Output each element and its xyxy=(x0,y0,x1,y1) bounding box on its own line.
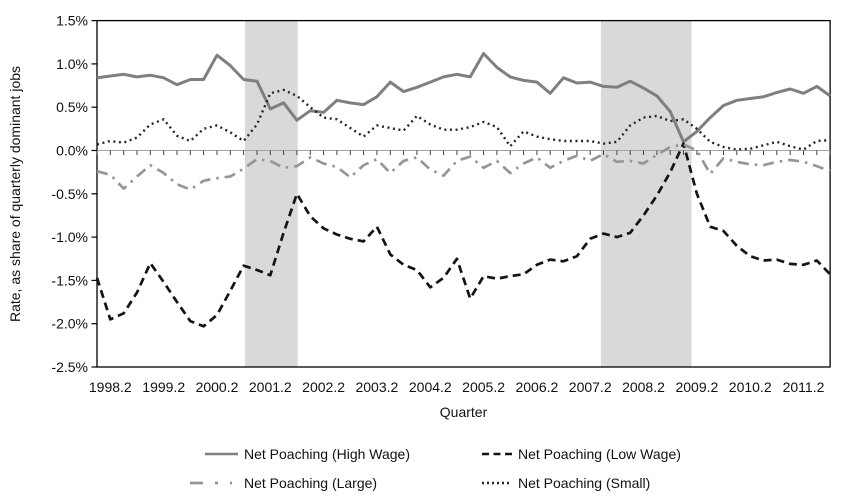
series-line-2 xyxy=(96,143,831,191)
y-tick-label: 1.5% xyxy=(56,13,88,29)
y-tick-label: 1.0% xyxy=(56,56,88,72)
legend-label-small: Net Poaching (Small) xyxy=(518,475,651,491)
plot-area: 1.5% 1.0% 0.5% 0.0% -0.5% -1.0% -1.5% -2.0% -2.5… xyxy=(51,13,832,395)
legend-label-large: Net Poaching (Large) xyxy=(244,475,378,491)
x-tick-label: 2001.2 xyxy=(249,379,292,395)
y-tick-label: -2.0% xyxy=(51,316,88,332)
legend-label-high-wage: Net Poaching (High Wage) xyxy=(244,446,411,462)
legend-label-low-wage: Net Poaching (Low Wage) xyxy=(518,446,681,462)
legend-row-1: Net Poaching (High Wage) Net Poaching (L… xyxy=(0,444,852,464)
x-tick-label: 2006.2 xyxy=(515,379,558,395)
recession-band xyxy=(600,20,692,367)
y-tick-label: -0.5% xyxy=(51,186,88,202)
legend-item-low-wage: Net Poaching (Low Wage) xyxy=(482,446,681,462)
x-tick-label: 2009.2 xyxy=(675,379,718,395)
series-line-3 xyxy=(96,88,831,151)
legend-item-small: Net Poaching (Small) xyxy=(482,475,650,491)
series-line-0 xyxy=(96,52,831,144)
recession-band xyxy=(245,20,298,367)
dotted-line-swatch xyxy=(482,481,512,485)
series-line-1 xyxy=(95,142,832,328)
legend-row-2: Net Poaching (Large) Net Poaching (Small… xyxy=(0,473,852,493)
x-tick-label: 2003.2 xyxy=(355,379,398,395)
solid-line-swatch xyxy=(205,452,238,456)
x-tick-label: 2000.2 xyxy=(196,379,239,395)
y-tick-label: -1.0% xyxy=(51,229,88,245)
x-tick-label: 1999.2 xyxy=(142,379,185,395)
legend-item-large: Net Poaching (Large) xyxy=(190,475,482,491)
x-tick-label: 2004.2 xyxy=(409,379,452,395)
y-axis-title: Rate, as share of quarterly dominant job… xyxy=(7,65,23,323)
y-tick-label: 0.0% xyxy=(56,143,88,159)
x-tick-label: 2008.2 xyxy=(622,379,665,395)
y-tick-label: -1.5% xyxy=(51,272,88,288)
x-tick-label: 2011.2 xyxy=(783,379,825,395)
legend-item-high-wage: Net Poaching (High Wage) xyxy=(190,446,482,462)
dash-dot-line-swatch xyxy=(190,481,232,485)
y-tick-label: -2.5% xyxy=(51,359,88,375)
dashed-line-swatch xyxy=(482,452,512,456)
x-tick-label: 2007.2 xyxy=(569,379,612,395)
y-tick-label: 0.5% xyxy=(56,99,88,115)
x-tick-label: 1998.2 xyxy=(89,379,132,395)
x-tick-label: 2005.2 xyxy=(462,379,505,395)
x-tick-label: 2010.2 xyxy=(729,379,772,395)
x-tick-label: 2002.2 xyxy=(302,379,345,395)
x-axis-title: Quarter xyxy=(439,404,488,420)
